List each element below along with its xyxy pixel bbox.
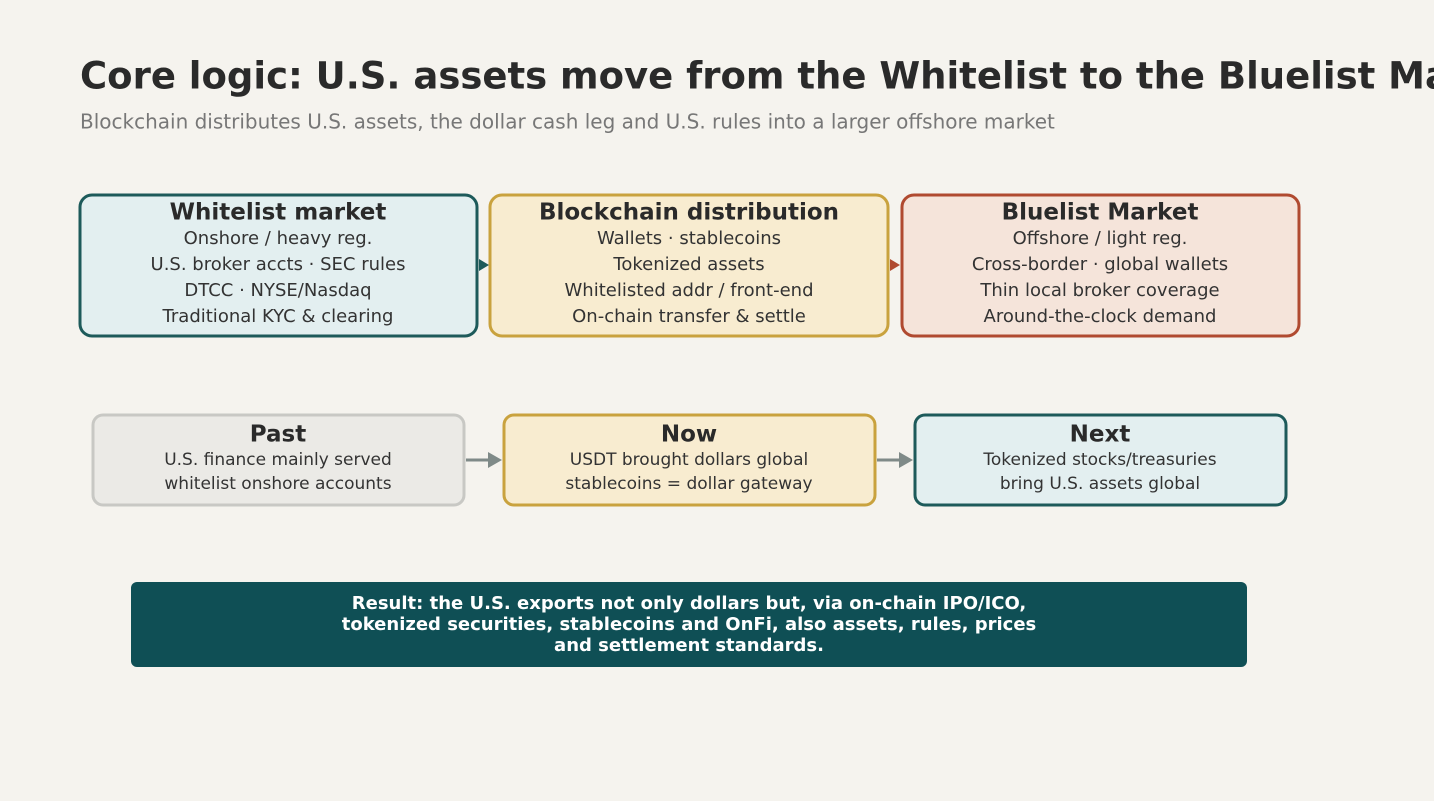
node-title: Whitelist market bbox=[170, 200, 387, 226]
arrow bbox=[488, 452, 502, 468]
node-line: bring U.S. assets global bbox=[1000, 474, 1200, 494]
node-line: stablecoins = dollar gateway bbox=[565, 474, 812, 494]
node-title: Bluelist Market bbox=[1002, 200, 1199, 226]
arrow bbox=[899, 452, 913, 468]
node-title: Blockchain distribution bbox=[539, 200, 839, 226]
node-line: USDT brought dollars global bbox=[570, 450, 808, 470]
node-box bbox=[78, 193, 479, 338]
node-line: Tokenized assets bbox=[612, 254, 764, 275]
node-line: U.S. broker accts · SEC rules bbox=[151, 254, 406, 275]
node-line: whitelist onshore accounts bbox=[164, 474, 391, 494]
node-title: Past bbox=[250, 422, 306, 448]
node-title: Next bbox=[1070, 422, 1131, 448]
node-line: Wallets · stablecoins bbox=[597, 228, 781, 249]
node-box bbox=[900, 193, 1301, 338]
node-box bbox=[488, 193, 890, 338]
node-line: DTCC · NYSE/Nasdaq bbox=[184, 280, 371, 301]
node-line: Around-the-clock demand bbox=[984, 306, 1217, 327]
result-box bbox=[131, 582, 1247, 667]
result-line: and settlement standards. bbox=[554, 635, 824, 656]
node-box bbox=[91, 413, 466, 507]
node-line: Thin local broker coverage bbox=[979, 280, 1219, 301]
subtitle: Blockchain distributes U.S. assets, the … bbox=[80, 110, 1055, 134]
result-line: Result: the U.S. exports not only dollar… bbox=[352, 593, 1026, 614]
node-line: U.S. finance mainly served bbox=[164, 450, 392, 470]
node-line: Tokenized stocks/treasuries bbox=[982, 450, 1216, 470]
node-line: Cross-border · global wallets bbox=[972, 254, 1228, 275]
title: Core logic: U.S. assets move from the Wh… bbox=[80, 55, 1434, 98]
node-line: Onshore / heavy reg. bbox=[184, 228, 373, 249]
result-line: tokenized securities, stablecoins and On… bbox=[342, 614, 1037, 635]
node-box bbox=[502, 413, 877, 507]
node-box bbox=[913, 413, 1288, 507]
arrow bbox=[890, 259, 900, 271]
arrow bbox=[479, 259, 489, 271]
node-line: Traditional KYC & clearing bbox=[162, 306, 394, 327]
node-line: Whitelisted addr / front-end bbox=[564, 280, 813, 301]
node-line: On-chain transfer & settle bbox=[572, 306, 806, 327]
node-line: Offshore / light reg. bbox=[1013, 228, 1188, 249]
node-title: Now bbox=[661, 422, 717, 448]
